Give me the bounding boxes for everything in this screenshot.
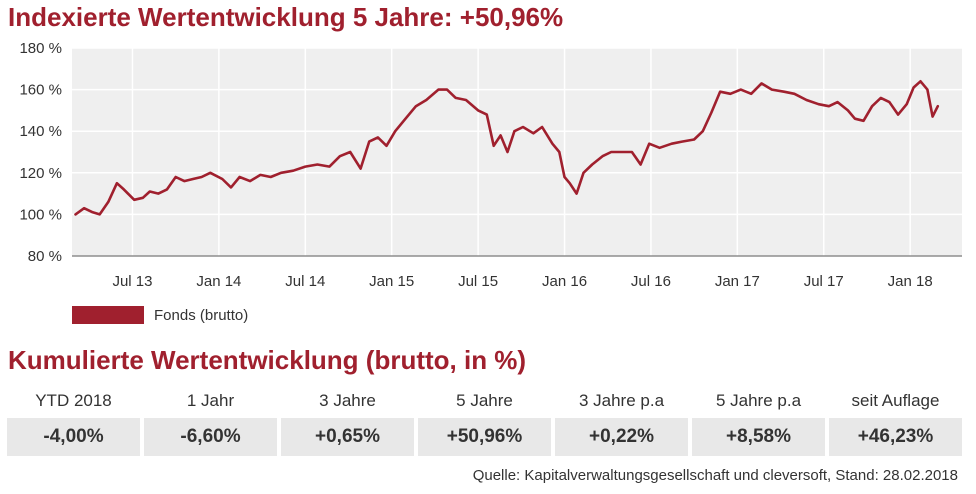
y-tick-label: 80 % [28,248,62,265]
x-tick-label: Jan 18 [888,273,933,290]
x-tick-label: Jul 15 [458,273,498,290]
grid-lines [72,47,962,257]
table-value-1-jahr: -6,60% [144,418,277,456]
source-note: Quelle: Kapitalverwaltungsgesellschaft u… [472,467,958,484]
y-tick-label: 160 % [19,82,62,99]
x-tick-label: Jul 17 [804,273,844,290]
performance-table-title: Kumulierte Wertentwicklung (brutto, in %… [8,345,527,375]
table-header-ytd: YTD 2018 [35,391,112,410]
series-line-fonds-brutto [74,80,940,216]
table-header-1-jahr: 1 Jahr [186,391,235,410]
y-tick-label: 100 % [19,206,62,223]
plot-area [72,48,962,256]
table-value-3-jahre-pa: +0,22% [555,418,688,456]
y-tick-label: 140 % [19,123,62,140]
x-tick-label: Jan 17 [715,273,760,290]
chart-legend: Fonds (brutto) [72,306,248,324]
performance-chart: 80 % 100 % 120 % 140 % 160 % 180 % Jul 13 Jan … [19,40,962,290]
x-tick-label: Jul 13 [112,273,152,290]
chart-title: Indexierte Wertentwicklung 5 Jahre: +50,… [8,2,564,32]
legend-label-fonds-brutto: Fonds (brutto) [154,306,249,324]
y-axis: 80 % 100 % 120 % 140 % 160 % 180 % [19,40,62,265]
x-tick-label: Jan 16 [542,273,587,290]
performance-table: YTD 2018 1 Jahr 3 Jahre 5 Jahre 3 Jahre … [7,386,962,456]
table-header-5-jahre: 5 Jahre [456,391,513,410]
x-tick-label: Jul 16 [631,273,671,290]
x-axis: Jul 13 Jan 14 Jul 14 Jan 15 Jul 15 Jan 16 Jul … [112,273,932,290]
table-header-5-jahre-pa: 5 Jahre p.a [715,391,802,410]
x-tick-label: Jan 15 [369,273,414,290]
x-tick-label: Jul 14 [285,273,325,290]
table-value-5-jahre: +50,96% [418,418,551,456]
table-header-3-jahre: 3 Jahre [319,391,376,410]
table-value-seit-auflage: +46,23% [829,418,962,456]
table-value-5-jahre-pa: +8,58% [692,418,825,456]
x-tick-label: Jan 14 [196,273,241,290]
table-header-3-jahre-pa: 3 Jahre p.a [578,391,665,410]
legend-swatch-fonds-brutto [72,306,144,324]
y-tick-label: 120 % [19,165,62,182]
table-value-3-jahre: +0,65% [281,418,414,456]
y-tick-label: 180 % [19,40,62,57]
table-header-seit-auflage: seit Auflage [851,391,940,410]
table-value-ytd: -4,00% [7,418,140,456]
